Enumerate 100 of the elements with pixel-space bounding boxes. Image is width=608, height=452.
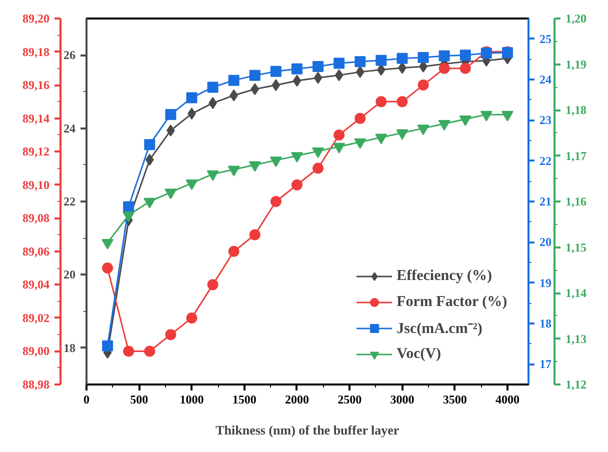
y2-tick-label: 1,16	[566, 194, 586, 208]
point	[290, 152, 303, 163]
y2-tick-label: 89,20	[22, 12, 50, 26]
x-tick-label: 3500	[442, 392, 467, 406]
point	[333, 142, 346, 154]
y-tick-label: 20	[540, 235, 552, 250]
point	[460, 62, 471, 74]
y2-tick-label: 88,98	[22, 378, 50, 392]
x-tick-label: 0	[84, 392, 90, 406]
y-tick-label: 25	[540, 32, 552, 46]
point	[250, 83, 260, 96]
y2-tick-label: 89,14	[22, 111, 50, 126]
point	[376, 96, 387, 108]
x-tick-label: 4000	[495, 392, 520, 406]
point	[438, 120, 450, 131]
y-tick-label: 19	[540, 276, 552, 290]
x-tick-label: 2000	[284, 392, 309, 406]
y-tick-label: 26	[64, 48, 76, 62]
point	[375, 134, 388, 144]
point	[102, 239, 114, 250]
point	[272, 79, 280, 92]
x-tick-label: 500	[130, 392, 148, 406]
point	[460, 50, 471, 61]
point	[314, 72, 322, 84]
y-tick-label: 17	[540, 357, 552, 372]
point	[270, 196, 282, 207]
point	[270, 66, 282, 77]
y2-tick-label: 1,19	[566, 57, 586, 72]
point	[292, 74, 302, 87]
y2-tick-label: 89,02	[22, 310, 50, 325]
x-tick-label: 3000	[390, 392, 414, 406]
y2-tick-label: 1,17	[566, 148, 586, 163]
point	[334, 69, 344, 82]
legend-label: Jsc(mA.cm⁻²)	[396, 320, 482, 338]
point	[122, 212, 135, 222]
point	[102, 340, 114, 352]
point	[186, 180, 198, 190]
y-tick-label: 24	[540, 72, 552, 86]
x-tick-label: 1000	[180, 392, 204, 406]
point	[501, 110, 514, 122]
y2-tick-label: 1,18	[566, 103, 586, 117]
y-tick-label: 22	[64, 194, 76, 208]
point	[206, 170, 219, 181]
y-tick-label: 18	[540, 316, 552, 330]
point	[207, 279, 218, 290]
point	[228, 166, 240, 176]
point	[165, 329, 176, 340]
y2-tick-label: 89,06	[22, 244, 50, 258]
point	[165, 108, 176, 120]
point	[334, 58, 345, 69]
point	[102, 262, 114, 274]
y2-tick-label: 89,16	[22, 78, 50, 92]
point	[291, 63, 302, 74]
y2-tick-label: 89,10	[22, 178, 50, 192]
point	[270, 156, 282, 168]
y-tick-label: 20	[64, 268, 76, 282]
y2-tick-label: 1,15	[566, 240, 586, 254]
point	[376, 54, 387, 66]
point	[438, 50, 450, 62]
point	[312, 162, 324, 174]
y2-tick-label: 1,13	[566, 332, 586, 346]
point	[480, 110, 492, 122]
point	[123, 201, 134, 212]
y-tick-label: 18	[64, 340, 76, 355]
y-tick-label: 21	[540, 194, 552, 208]
y-tick-label: 24	[64, 121, 76, 136]
point	[249, 229, 260, 240]
point	[186, 312, 198, 324]
x-tick-label: 1500	[232, 392, 256, 406]
y2-tick-label: 89,00	[22, 344, 50, 358]
point	[418, 52, 429, 64]
point	[356, 66, 364, 78]
legend-label: Form Factor (%)	[396, 292, 508, 312]
point	[312, 60, 324, 72]
point	[312, 148, 324, 158]
x-tick-label: 2500	[338, 392, 362, 406]
y2-tick-label: 89,08	[22, 211, 50, 226]
point	[144, 346, 156, 357]
point	[248, 161, 261, 172]
point	[145, 154, 154, 166]
point	[418, 80, 429, 91]
point	[228, 74, 240, 86]
point	[417, 124, 430, 136]
point	[291, 179, 302, 190]
point	[144, 139, 156, 150]
point	[396, 129, 408, 140]
point	[207, 82, 218, 93]
y2-tick-label: 1,20	[566, 12, 586, 26]
y2-tick-label: 89,12	[22, 144, 50, 159]
point	[334, 129, 345, 140]
y-tick-label: 22	[540, 154, 552, 168]
x-axis-title: Thikness (nm) of the buffer layer	[216, 422, 400, 438]
y2-tick-label: 1,12	[566, 378, 586, 392]
point	[228, 246, 240, 257]
legend-label: Voc(V)	[396, 344, 442, 364]
point	[354, 56, 366, 68]
point	[123, 346, 134, 357]
y2-tick-label: 89,04	[22, 278, 50, 292]
y2-tick-label: 89,18	[22, 44, 50, 59]
y-tick-label: 23	[540, 113, 552, 128]
